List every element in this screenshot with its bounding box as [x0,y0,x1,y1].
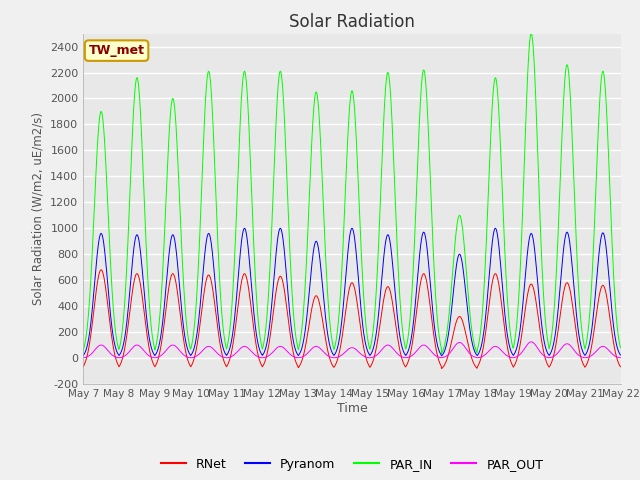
Y-axis label: Solar Radiation (W/m2, uE/m2/s): Solar Radiation (W/m2, uE/m2/s) [31,112,45,305]
PAR_IN [186,343,193,348]
PAR_IN [616,345,624,350]
RNet [186,362,194,368]
PAR_OUT [330,355,338,360]
Line: PAR_IN: PAR_IN [83,34,620,354]
Pyranom [186,351,193,357]
Pyranom [554,314,561,320]
PAR_OUT [186,355,193,360]
PAR_OUT [199,348,207,353]
RNet [436,359,444,365]
Pyranom [438,353,445,359]
Text: TW_met: TW_met [88,44,145,57]
RNet [79,364,87,370]
PAR_IN [438,351,445,357]
PAR_IN [506,323,513,329]
Pyranom [259,351,267,357]
PAR_OUT [79,355,87,360]
Title: Solar Radiation: Solar Radiation [289,12,415,31]
RNet [199,298,207,303]
PAR_IN [554,249,561,255]
PAR_OUT [506,354,513,360]
Pyranom [79,352,87,358]
Pyranom [436,348,444,354]
PAR_IN [435,332,443,338]
RNet [438,366,445,372]
Line: Pyranom: Pyranom [83,228,620,356]
RNet [97,267,105,273]
PAR_OUT [554,350,561,356]
PAR_IN [259,345,267,350]
PAR_IN [79,348,87,353]
PAR_OUT [527,339,535,345]
RNet [554,333,561,338]
PAR_OUT [259,355,267,360]
X-axis label: Time: Time [337,402,367,415]
PAR_OUT [616,355,624,360]
Pyranom [506,345,514,351]
PAR_IN [199,160,207,166]
Line: RNet: RNet [83,270,620,369]
PAR_OUT [436,355,444,360]
Legend: RNet, Pyranom, PAR_IN, PAR_OUT: RNet, Pyranom, PAR_IN, PAR_OUT [156,453,548,476]
RNet [506,356,514,361]
Pyranom [199,274,207,280]
PAR_IN [527,31,535,36]
Pyranom [241,226,248,231]
RNet [616,364,624,370]
Pyranom [616,352,624,358]
RNet [259,363,267,369]
Line: PAR_OUT: PAR_OUT [83,342,620,358]
